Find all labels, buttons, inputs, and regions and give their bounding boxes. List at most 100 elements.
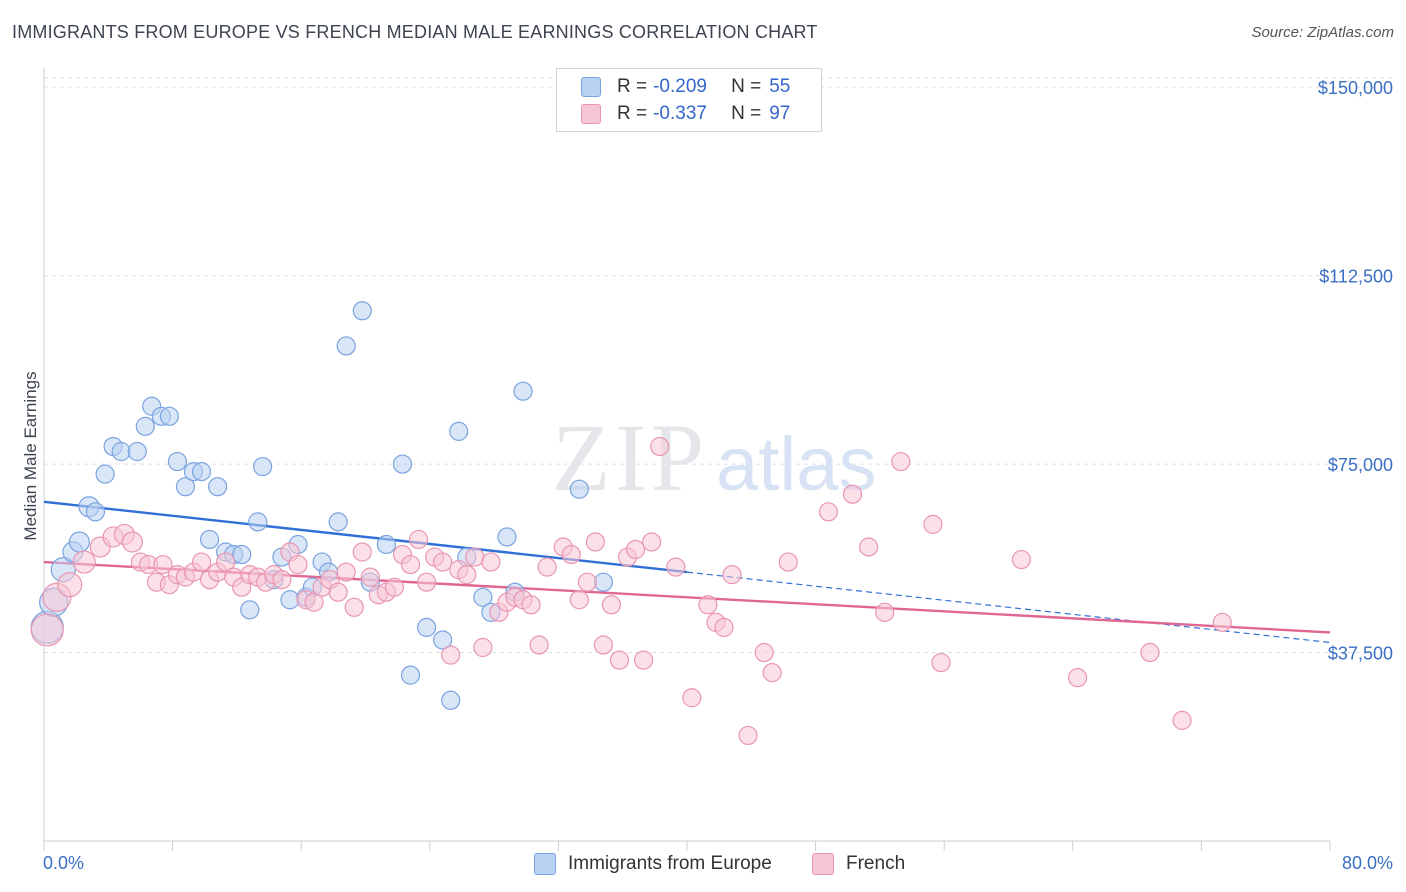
europe-point bbox=[175, 477, 196, 497]
french-point bbox=[698, 595, 718, 615]
french-point bbox=[714, 617, 734, 638]
legend-r-label: R = bbox=[617, 103, 648, 124]
europe-point bbox=[376, 534, 396, 555]
europe-point bbox=[449, 421, 469, 441]
french-point bbox=[153, 554, 173, 575]
y-tick-label: $37,500 bbox=[1328, 644, 1393, 664]
europe-point bbox=[240, 600, 260, 620]
french-point bbox=[682, 688, 702, 708]
french-point bbox=[441, 645, 461, 665]
french-point bbox=[521, 595, 541, 615]
legend-swatch-blue bbox=[581, 77, 601, 97]
french-point bbox=[891, 451, 911, 472]
europe-point bbox=[159, 406, 179, 426]
french-point bbox=[722, 565, 742, 585]
french-point bbox=[72, 550, 96, 574]
europe-point bbox=[513, 381, 533, 401]
europe-point bbox=[473, 587, 493, 607]
europe-point bbox=[127, 441, 147, 462]
french-point bbox=[609, 650, 630, 670]
europe-point bbox=[191, 462, 212, 482]
europe-trend-line-extension bbox=[686, 571, 1331, 644]
legend-r-label: R = bbox=[617, 76, 648, 97]
french-point bbox=[931, 652, 951, 673]
french-point bbox=[1172, 710, 1192, 730]
europe-point bbox=[497, 527, 517, 547]
legend-row-french: R = -0.337 N = 97 bbox=[581, 101, 790, 127]
y-axis-label: Median Male Earnings bbox=[21, 371, 40, 540]
europe-point bbox=[167, 451, 188, 472]
legend-n-label: N = bbox=[731, 76, 762, 97]
french-point bbox=[650, 436, 670, 457]
legend-n-value: 55 bbox=[769, 76, 791, 97]
french-point bbox=[328, 582, 348, 602]
legend-n-value: 97 bbox=[769, 103, 791, 124]
french-point bbox=[344, 597, 364, 617]
french-point bbox=[529, 635, 549, 655]
french-point bbox=[1140, 642, 1160, 663]
bottom-legend-label-french: French bbox=[846, 853, 906, 874]
europe-point bbox=[95, 464, 115, 484]
europe-point bbox=[336, 336, 356, 356]
legend-swatch-pink bbox=[581, 104, 601, 124]
french-point bbox=[121, 531, 144, 553]
y-tick-label: $112,500 bbox=[1319, 267, 1393, 287]
french-point bbox=[272, 570, 292, 590]
bottom-legend-french: French bbox=[812, 852, 905, 876]
french-point bbox=[923, 514, 943, 534]
french-point bbox=[1011, 549, 1031, 570]
french-point bbox=[859, 537, 879, 557]
french-point bbox=[754, 642, 774, 663]
french-point bbox=[818, 502, 839, 522]
french-point bbox=[577, 572, 597, 592]
europe-point bbox=[280, 590, 300, 610]
europe-point bbox=[208, 477, 228, 497]
french-point bbox=[593, 635, 614, 655]
europe-point bbox=[68, 531, 90, 553]
french-point bbox=[352, 542, 372, 562]
french-point bbox=[30, 613, 64, 647]
x-tick-label-max: 80.0% bbox=[1342, 853, 1393, 873]
french-point bbox=[778, 552, 798, 572]
axis-layer: $37,500 $75,000 $112,500 $150,000 bbox=[43, 68, 1393, 851]
french-point bbox=[569, 590, 589, 610]
french-point bbox=[601, 595, 622, 615]
french-point bbox=[384, 577, 405, 597]
french-point bbox=[585, 532, 605, 552]
europe-point bbox=[248, 512, 268, 532]
legend: R = -0.209 N = 55 R = -0.337 N = 97 bbox=[556, 68, 822, 132]
french-point bbox=[57, 572, 83, 598]
french-point bbox=[642, 532, 662, 552]
chart-title: IMMIGRANTS FROM EUROPE VS FRENCH MEDIAN … bbox=[12, 22, 818, 42]
french-point bbox=[457, 565, 477, 585]
french-point bbox=[433, 552, 453, 572]
y-tick-label: $150,000 bbox=[1318, 78, 1393, 98]
europe-point bbox=[441, 690, 461, 710]
europe-point bbox=[85, 502, 106, 522]
y-tick-label: $75,000 bbox=[1328, 455, 1393, 475]
french-point bbox=[400, 554, 421, 575]
french-point bbox=[216, 552, 236, 572]
french-point bbox=[738, 725, 758, 746]
french-point bbox=[191, 552, 212, 572]
french-point bbox=[625, 539, 646, 560]
europe-point bbox=[433, 630, 453, 650]
points-layer bbox=[30, 301, 1232, 746]
legend-n-label: N = bbox=[731, 103, 762, 124]
bottom-legend-swatch-blue bbox=[534, 853, 556, 875]
chart-source: Source: ZipAtlas.com bbox=[1251, 24, 1394, 41]
europe-point bbox=[392, 454, 413, 474]
french-point bbox=[473, 637, 493, 658]
french-point bbox=[842, 484, 863, 504]
french-point bbox=[481, 552, 501, 572]
x-tick-label-min: 0.0% bbox=[43, 853, 84, 873]
legend-r-value: -0.209 bbox=[653, 76, 707, 97]
french-point bbox=[875, 602, 895, 622]
french-point bbox=[762, 663, 782, 683]
europe-point bbox=[111, 441, 131, 462]
french-point bbox=[360, 567, 380, 587]
bottom-legend-label-europe: Immigrants from Europe bbox=[568, 853, 772, 874]
europe-point bbox=[135, 416, 155, 436]
french-point bbox=[633, 650, 654, 670]
legend-r-value: -0.337 bbox=[653, 103, 707, 124]
